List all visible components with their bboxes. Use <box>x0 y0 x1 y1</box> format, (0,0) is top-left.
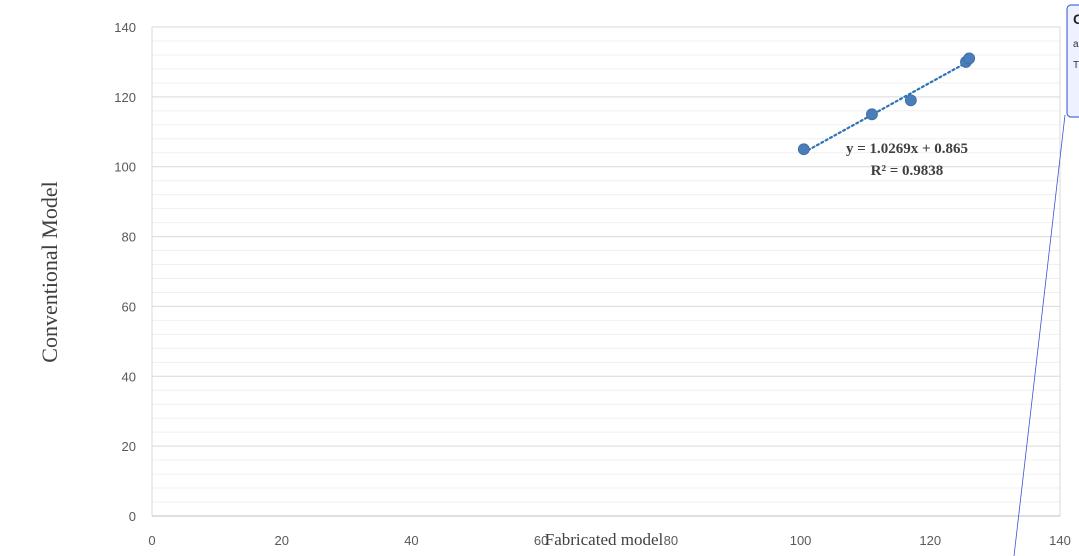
callout-line-1: a <box>1073 39 1079 50</box>
data-point <box>963 52 976 65</box>
y-tick-label: 60 <box>122 299 136 314</box>
data-points <box>797 52 976 156</box>
x-tick-label: 140 <box>1049 533 1071 548</box>
trendline-equation: y = 1.0269x + 0.865 <box>846 141 968 157</box>
callout-leader-line <box>1013 114 1066 556</box>
callout-box: C a T <box>1066 4 1079 118</box>
data-point <box>797 143 810 156</box>
gridlines <box>152 26 1060 503</box>
y-tick-label: 100 <box>114 160 136 175</box>
y-axis-title: Conventional Model <box>37 181 62 362</box>
x-tick-label: 20 <box>274 533 288 548</box>
data-point <box>866 108 878 121</box>
x-tick-label: 120 <box>919 533 941 548</box>
y-tick-label: 20 <box>122 439 136 454</box>
tick-labels: 0 20 40 60 80 100 120 140 0 20 40 60 80 100 120 140 <box>114 20 1071 548</box>
y-tick-label: 0 <box>129 509 136 524</box>
x-tick-label: 80 <box>664 533 678 548</box>
x-axis-title: Fabricated model <box>545 530 664 549</box>
data-point <box>904 94 917 107</box>
callout-title: C <box>1073 11 1079 27</box>
y-tick-label: 120 <box>114 90 136 105</box>
callout-line-2: T <box>1073 60 1079 71</box>
y-tick-label: 40 <box>122 369 136 384</box>
y-tick-label: 80 <box>122 230 136 245</box>
x-tick-label: 0 <box>148 533 155 548</box>
trendline <box>802 59 971 154</box>
x-tick-label: 60 <box>534 533 548 548</box>
y-tick-label: 140 <box>114 20 136 35</box>
axes <box>151 27 1061 517</box>
x-tick-label: 100 <box>790 533 812 548</box>
x-tick-label: 40 <box>404 533 418 548</box>
trendline-line <box>802 59 971 154</box>
trendline-r-squared: R² = 0.9838 <box>871 163 944 179</box>
